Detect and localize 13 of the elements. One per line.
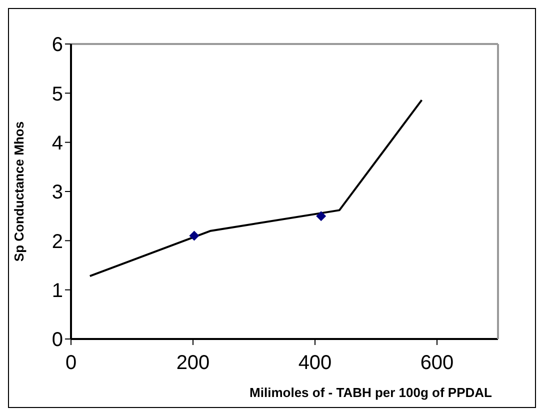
x-tick-label: 200 bbox=[176, 352, 210, 374]
y-tick-label: 3 bbox=[52, 182, 63, 204]
x-axis-title: Milimoles of - TABH per 100g of PPDAL bbox=[250, 385, 492, 400]
y-axis-title: Sp Conductance Mhos bbox=[12, 121, 27, 262]
x-tick-label: 400 bbox=[298, 352, 332, 374]
y-tick-label: 4 bbox=[52, 132, 63, 154]
y-tick-label: 5 bbox=[52, 83, 63, 106]
line-series bbox=[88, 99, 423, 278]
y-tick-label: 0 bbox=[52, 329, 63, 352]
y-tick-label: 2 bbox=[52, 230, 63, 253]
x-tick-label: 600 bbox=[420, 352, 454, 374]
y-tick-label: 6 bbox=[52, 34, 63, 56]
y-tick-label: 1 bbox=[52, 280, 63, 302]
